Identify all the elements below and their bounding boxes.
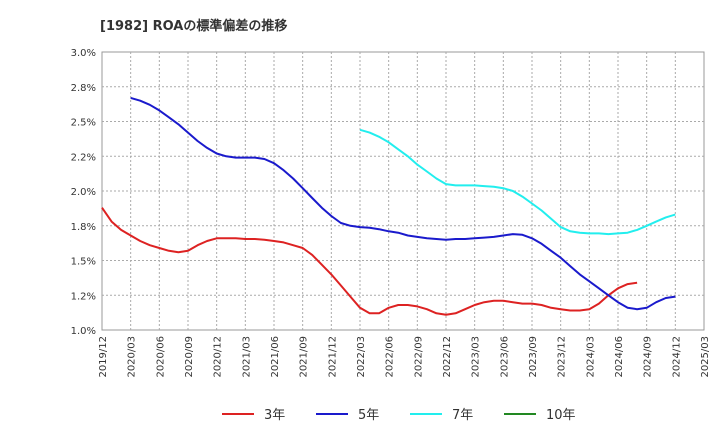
legend-label: 3年 [264,408,285,423]
legend-label: 5年 [358,408,379,423]
y-tick-label: 1.5% [71,257,96,268]
x-tick-label: 2020/09 [184,336,195,378]
x-tick-label: 2023/09 [528,336,539,378]
series-line-7年 [359,128,676,236]
x-tick-label: 2021/06 [270,336,281,378]
y-tick-label: 2.0% [71,187,96,198]
x-tick-label: 2020/03 [127,336,138,378]
series-lines [101,96,676,316]
x-tick-label: 2024/09 [643,336,654,378]
x-tick-label: 2024/03 [585,336,596,378]
legend: 3年 5年 7年 10年 [222,408,576,423]
y-tick-label: 1.2% [71,291,96,302]
x-tick-label: 2022/06 [385,336,396,378]
y-tick-label: 3.0% [71,48,96,59]
x-tick-label: 2022/12 [442,336,453,378]
x-tick-label: 2020/06 [155,336,166,378]
legend-label: 7年 [452,408,473,423]
x-tick-label: 2022/09 [413,336,424,378]
x-tick-label: 2023/06 [499,336,510,378]
y-tick-label: 1.8% [71,222,96,233]
x-tick-label: 2023/12 [557,336,568,378]
y-tick-label: 2.5% [71,118,96,129]
series-line-5年 [130,96,676,311]
x-tick-label: 2021/09 [299,336,310,378]
x-tick-label: 2022/03 [356,336,367,378]
x-tick-label: 2019/12 [98,336,109,378]
x-tick-label: 2020/12 [213,336,224,378]
series-line-3年 [101,207,638,316]
x-tick-label: 2023/03 [471,336,482,378]
chart-title: [1982] ROAの標準偏差の推移 [100,18,287,34]
y-axis: 3.0% 2.8% 2.5% 2.2% 2.0% 1.8% 1.5% 1.2% 1.0% [71,48,96,337]
x-tick-label: 2021/12 [327,336,338,378]
y-tick-label: 2.8% [71,83,96,94]
x-tick-label: 2025/03 [700,336,711,378]
x-tick-label: 2024/12 [671,336,682,378]
x-tick-label: 2024/06 [614,336,625,378]
x-axis: 2019/12 2020/03 2020/06 2020/09 2020/12 2021/… [98,336,711,378]
y-tick-label: 1.0% [71,326,96,337]
x-tick-label: 2021/03 [241,336,252,378]
y-tick-label: 2.2% [71,152,96,163]
grid [102,52,704,330]
legend-label: 10年 [546,408,576,423]
